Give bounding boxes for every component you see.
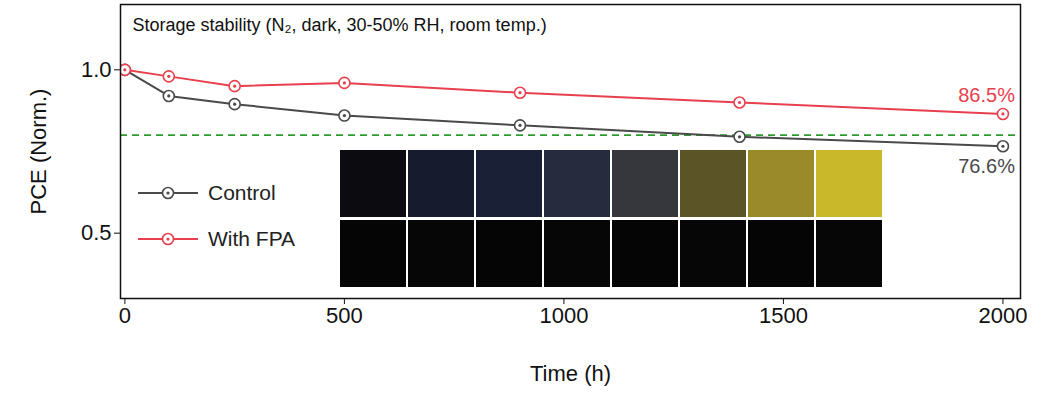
svg-text:0: 0	[119, 303, 131, 328]
html-text:Control: Control	[208, 181, 276, 204]
svg-text:Storage stability (N₂, dark, 3: Storage stability (N₂, dark, 30-50% RH, …	[133, 15, 547, 35]
svg-text:0.5: 0.5	[81, 220, 112, 245]
svg-text:86.5%: 86.5%	[958, 84, 1015, 106]
svg-text:76.6%: 76.6%	[958, 155, 1015, 177]
svg-text:Time (h): Time (h)	[530, 361, 611, 386]
svg-text:1000: 1000	[539, 303, 588, 328]
html-text:With FPA: With FPA	[208, 227, 296, 250]
svg-text:2000: 2000	[978, 303, 1027, 328]
svg-text:PCE (Norm.): PCE (Norm.)	[26, 89, 51, 215]
svg-text:1500: 1500	[759, 303, 808, 328]
svg-text:1.0: 1.0	[81, 57, 112, 82]
svg-text:500: 500	[326, 303, 363, 328]
